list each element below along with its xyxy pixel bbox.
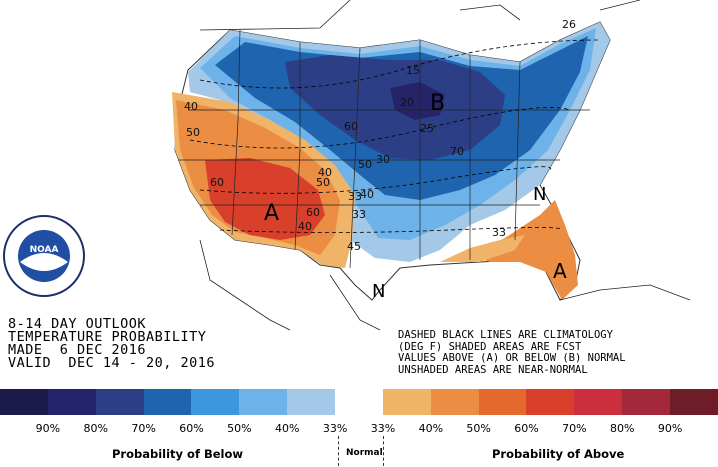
legend-tick-label: 80%	[83, 422, 108, 435]
contour-label: 25	[420, 122, 434, 135]
contour-label: 60	[210, 176, 224, 189]
above-normal-label-florida: A	[553, 259, 567, 283]
contour-label: 50	[186, 126, 200, 139]
legend-tick-label: 90%	[657, 422, 683, 435]
contour-label: 30	[376, 153, 390, 166]
map-notes: DASHED BLACK LINES ARE CLIMATOLOGY (DEG F…	[398, 329, 626, 376]
legend-tick-label: 60%	[514, 422, 539, 435]
legend-swatch	[382, 389, 431, 415]
outlook-map: 15 20 25 26 40 50 60 70 40 50 60 40 50 4…	[172, 0, 691, 331]
contour-label: 40	[184, 100, 198, 113]
legend-swatch	[574, 389, 623, 415]
legend-tick-label: 60%	[179, 422, 204, 435]
contour-label: 33	[492, 226, 506, 239]
contour-label: 33	[348, 190, 362, 203]
legend-swatch	[622, 389, 671, 415]
near-normal-label-gulf: N	[372, 281, 385, 302]
legend-tick-label: 33%	[370, 422, 396, 435]
below-80-area	[390, 82, 445, 120]
legend-swatch	[335, 389, 383, 415]
contour-labels: 15 20 25 26 40 50 60 70 40 50 60 40 50 4…	[184, 18, 576, 253]
contour-label: 26	[562, 18, 576, 31]
florida-above-40-area	[440, 235, 525, 262]
contour-label: 60	[306, 206, 320, 219]
outlook-title: 8-14 DAY OUTLOOK TEMPERATURE PROBABILITY M…	[8, 316, 216, 371]
below-normal-label: B	[430, 91, 445, 116]
legend-tick-label: 80%	[610, 422, 635, 435]
international-borders	[199, 0, 691, 331]
legend-normal-caption: Normal	[346, 448, 383, 458]
legend-swatch	[430, 389, 479, 415]
contour-label: 45	[347, 240, 361, 253]
contour-label: 70	[450, 145, 464, 158]
legend-swatch	[670, 389, 718, 415]
legend-tick-label: 40%	[418, 422, 444, 435]
contour-label: 50	[316, 176, 330, 189]
legend-swatch	[526, 389, 575, 415]
florida-above-area	[470, 200, 578, 300]
title-line-2: TEMPERATURE PROBABILITY	[8, 329, 207, 345]
above-normal-label: A	[264, 201, 279, 226]
legend-tick-label: 70%	[131, 422, 156, 435]
legend-swatch	[191, 389, 240, 415]
contour-label: 33	[352, 208, 366, 221]
near-normal-label-east: N	[533, 184, 546, 205]
noaa-abbr: NOAA	[30, 245, 59, 255]
climatology-lines	[189, 39, 601, 233]
contour-label: 60	[344, 120, 358, 133]
legend-tick-label: 33%	[322, 422, 348, 435]
legend-swatch	[95, 389, 144, 415]
state-boundaries	[178, 29, 590, 269]
legend-tick-label: 40%	[274, 422, 300, 435]
title-line-1: 8-14 DAY OUTLOOK	[8, 316, 147, 332]
legend-below-caption: Probability of Below	[112, 447, 243, 461]
contour-label: 40	[298, 220, 312, 233]
legend-swatch	[478, 389, 527, 415]
contour-label: 40	[360, 188, 374, 201]
legend-color-bar	[0, 389, 718, 415]
legend-above-caption: Probability of Above	[492, 447, 625, 461]
contour-label: 50	[358, 158, 372, 171]
note-line-4: UNSHADED AREAS ARE NEAR-NORMAL	[398, 363, 588, 376]
legend-swatch	[47, 389, 96, 415]
note-line-2: (DEG F) SHADED AREAS ARE FCST	[398, 340, 582, 353]
contour-label: 15	[406, 64, 420, 77]
legend-swatch	[143, 389, 192, 415]
contour-label: 40	[318, 166, 332, 179]
note-line-1: DASHED BLACK LINES ARE CLIMATOLOGY	[398, 329, 613, 341]
legend-divider-right	[383, 436, 384, 466]
legend-divider-left	[338, 436, 339, 466]
note-line-3: VALUES ABOVE (A) OR BELOW (B) NORMAL	[398, 352, 626, 364]
legend-swatch	[287, 389, 336, 415]
legend-tick-label: 70%	[562, 422, 587, 435]
title-line-3: MADE 6 DEC 2016	[8, 342, 147, 358]
legend-swatch	[239, 389, 288, 415]
noaa-seal-icon: NOAA	[2, 214, 86, 298]
legend-tick-label: 90%	[35, 422, 61, 435]
legend-tick-label: 50%	[227, 422, 252, 435]
contour-label: 20	[400, 96, 414, 109]
title-line-4: VALID DEC 14 - 20, 2016	[8, 355, 216, 371]
legend-tick-label: 50%	[466, 422, 491, 435]
legend-swatch	[0, 389, 48, 415]
